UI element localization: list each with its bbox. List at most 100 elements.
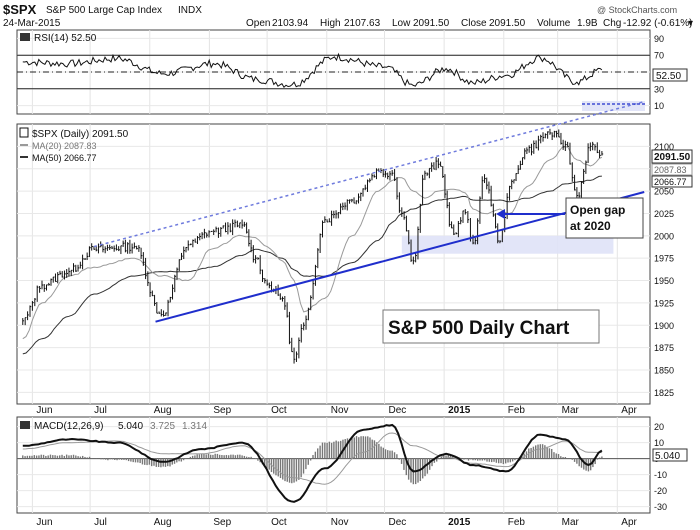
macd-axis-ticks: 20100-10-20-30	[654, 422, 667, 512]
ma20-legend-text: MA(20) 2087.83	[32, 141, 97, 151]
gap-annotation-box	[565, 197, 644, 239]
macd-line	[22, 423, 603, 503]
x-tick-label: Oct	[271, 405, 287, 416]
macd-legend: MACD(12,26,9) 5.040 3.725 1.314	[20, 421, 207, 432]
y-tick-label: 1825	[654, 388, 674, 398]
volume-value: 1.9B	[577, 18, 598, 29]
volume-label: Volume	[537, 18, 571, 29]
chart-date: 24-Mar-2015	[3, 18, 61, 29]
price-bars	[22, 128, 604, 364]
x-tick-label: Aug	[154, 405, 172, 416]
macd-last-box	[652, 448, 688, 462]
price-panel-frame	[16, 123, 651, 405]
ma50-last-box	[651, 175, 693, 188]
macd-legend-value-1: 5.040	[118, 421, 143, 432]
close-label: Close	[461, 18, 487, 29]
ma20-last-box	[651, 163, 693, 176]
price-last-value: 2091.50	[654, 152, 691, 163]
low-label: Low	[392, 18, 411, 29]
ma50-last-value: 2066.77	[654, 177, 687, 187]
x-tick-label: Feb	[508, 405, 526, 416]
open-gap-zone	[401, 235, 614, 254]
x-tick-label: Oct	[271, 517, 287, 528]
chart-title-text: S&P 500 Daily Chart	[388, 318, 570, 339]
price-last-box	[651, 149, 693, 164]
rsi-line	[22, 52, 603, 88]
macd-histogram	[17, 436, 650, 485]
chart-header: $SPX S&P 500 Large Cap Index INDX 24-Mar…	[3, 2, 693, 29]
x-tick-label: Sep	[213, 517, 231, 528]
chart-title-frame	[382, 309, 600, 344]
x-axis-labels-bottom: Jun Jul Aug Sep Oct Nov Dec 2015 Feb Mar Apr	[36, 517, 637, 528]
y-tick-label: 2000	[654, 231, 674, 241]
chg-arrow-icon: ▾	[688, 18, 693, 29]
y-tick-label: 90	[654, 34, 664, 44]
rsi-legend: RSI(14) 52.50	[20, 33, 97, 44]
macd-legend-swatch	[20, 421, 30, 429]
x-tick-label: 2015	[448, 517, 471, 528]
high-value: 2107.63	[344, 18, 381, 29]
x-tick-label: Jun	[36, 405, 52, 416]
y-tick-label: 1975	[654, 254, 674, 264]
x-tick-label: Dec	[388, 405, 406, 416]
price-legend: $SPX (Daily) 2091.50 MA(20) 2087.83 MA(5…	[19, 127, 129, 163]
macd-panel-frame	[16, 416, 651, 514]
x-tick-label: 2015	[448, 405, 471, 416]
price-legend-swatch	[19, 127, 29, 138]
ticker-symbol: $SPX	[3, 2, 37, 17]
x-tick-label: Jul	[94, 405, 107, 416]
x-tick-label: Apr	[621, 405, 637, 416]
y-tick-label: 2100	[654, 142, 674, 152]
high-label: High	[320, 18, 341, 29]
projection-zone	[582, 101, 645, 111]
ma50-legend-text: MA(50) 2066.77	[32, 153, 97, 163]
x-tick-label: Jul	[94, 517, 107, 528]
open-label: Open	[246, 18, 270, 29]
low-value: 2091.50	[413, 18, 450, 29]
y-tick-label: -30	[654, 502, 667, 512]
gap-annotation-line1: Open gap	[570, 203, 625, 217]
y-tick-label: 20	[654, 422, 664, 432]
exchange: INDX	[178, 5, 202, 16]
x-tick-label: Dec	[388, 517, 406, 528]
y-tick-label: 1850	[654, 366, 674, 376]
y-tick-label: -10	[654, 470, 667, 480]
y-tick-label: 70	[654, 51, 664, 61]
y-tick-label: 2050	[654, 187, 674, 197]
gap-annotation-line2: at 2020	[570, 219, 611, 233]
price-legend-text: $SPX (Daily) 2091.50	[32, 129, 129, 140]
x-tick-label: Feb	[508, 517, 526, 528]
rsi-last-value-box	[652, 68, 688, 82]
x-tick-label: Jun	[36, 517, 52, 528]
chg-value: -12.92 (-0.61%)	[623, 18, 692, 29]
rsi-legend-swatch	[20, 33, 30, 41]
macd-legend-value-2: 3.725	[150, 421, 175, 432]
chart-title-box: S&P 500 Daily Chart	[382, 309, 600, 344]
close-value: 2091.50	[489, 18, 526, 29]
macd-signal-line	[22, 432, 602, 485]
ma20-last-value: 2087.83	[654, 165, 687, 175]
y-tick-label: 2025	[654, 209, 674, 219]
y-tick-label: 1950	[654, 276, 674, 286]
rsi-last-value: 52.50	[656, 71, 681, 82]
y-tick-label: -20	[654, 486, 667, 496]
macd-legend-name: MACD(12,26,9)	[34, 421, 103, 432]
y-tick-label: 1925	[654, 298, 674, 308]
x-tick-label: Aug	[154, 517, 172, 528]
y-tick-label: 1875	[654, 343, 674, 353]
x-tick-label: Mar	[562, 517, 580, 528]
x-tick-label: Sep	[213, 405, 231, 416]
chg-label: Chg	[603, 18, 621, 29]
rsi-level-lines	[17, 54, 650, 90]
x-tick-label: Nov	[331, 517, 349, 528]
x-tick-label: Mar	[562, 405, 580, 416]
resistance-trendline	[93, 100, 645, 248]
x-tick-label: Nov	[331, 405, 349, 416]
macd-last-value: 5.040	[655, 451, 680, 462]
macd-legend-value-3: 1.314	[182, 421, 207, 432]
open-value: 2103.94	[272, 18, 309, 29]
gap-arrow-icon	[496, 209, 505, 219]
x-tick-label: Apr	[621, 517, 637, 528]
y-tick-label: 30	[654, 84, 664, 94]
